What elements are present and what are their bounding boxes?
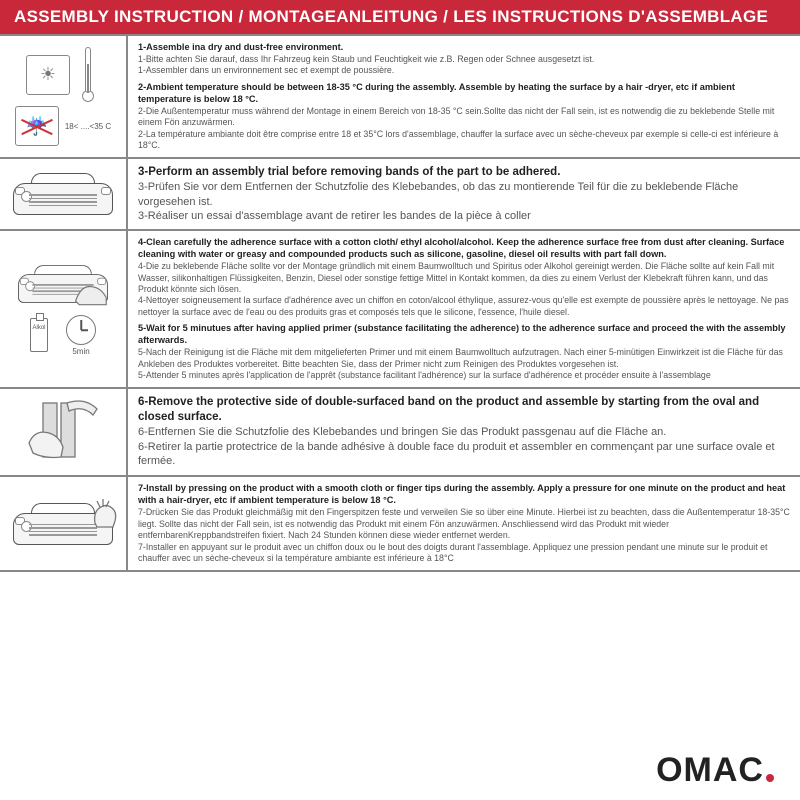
section-remove-text: 6-Remove the protective side of double-s…: [128, 389, 800, 475]
rain-crossed-icon: ☔: [15, 106, 59, 146]
thermometer-icon: [76, 47, 100, 102]
sun-icon: ☀: [26, 55, 70, 95]
clock-icon: [66, 315, 96, 345]
remove-tape-icon: [15, 393, 111, 471]
car-press-icon: [13, 503, 113, 545]
step5-de: 5-Nach der Reinigung ist die Fläche mit …: [138, 347, 790, 370]
step7-bold: 7-Install by pressing on the product wit…: [138, 483, 790, 507]
step4-bold: 4-Clean carefully the adherence surface …: [138, 237, 790, 261]
logo-dot-icon: [766, 774, 774, 782]
illus-car-press: [0, 477, 128, 570]
hand-cloth-icon: [70, 276, 113, 308]
header-title: ASSEMBLY INSTRUCTION / MONTAGEANLEITUNG …: [0, 0, 800, 34]
section-remove: 6-Remove the protective side of double-s…: [0, 389, 800, 477]
step2-de: 2-Die Außentemperatur muss während der M…: [138, 106, 790, 129]
step2-fr: 2-La température ambiante doit être comp…: [138, 129, 790, 152]
step1-bold: 1-Assemble ina dry and dust-free environ…: [138, 42, 790, 54]
illus-environment: ☀ ☔ 18< ....<35 C: [0, 36, 128, 157]
illus-car-front: [0, 159, 128, 229]
footer: OMAC: [0, 745, 800, 800]
car-front-icon: [13, 173, 113, 215]
step5-fr: 5-Attender 5 minutes après l'application…: [138, 370, 790, 381]
press-hand-icon: [83, 493, 123, 538]
step3-bold: 3-Perform an assembly trial before remov…: [138, 165, 790, 180]
alcohol-bottle-icon: Alkol: [30, 318, 48, 352]
step4-fr: 4-Nettoyer soigneusement la surface d'ad…: [138, 295, 790, 318]
step1-de: 1-Bitte achten Sie darauf, dass Ihr Fahr…: [138, 54, 790, 65]
section-install: 7-Install by pressing on the product wit…: [0, 477, 800, 572]
step3-de: 3-Prüfen Sie vor dem Entfernen der Schut…: [138, 180, 790, 209]
section-trial-text: 3-Perform an assembly trial before remov…: [128, 159, 800, 229]
step7-de: 7-Drücken Sie das Produkt gleichmäßig mi…: [138, 507, 790, 541]
step6-de: 6-Entfernen Sie die Schutzfolie des Kleb…: [138, 425, 790, 439]
logo-text: OMAC: [656, 751, 764, 790]
step5-bold: 5-Wait for 5 minutues after having appli…: [138, 323, 790, 347]
step3-fr: 3-Réaliser un essai d'assemblage avant d…: [138, 209, 790, 223]
car-clean-icon: [18, 265, 108, 303]
section-clean-text: 4-Clean carefully the adherence surface …: [128, 231, 800, 387]
section-environment: ☀ ☔ 18< ....<35 C 1-Assemble ina dry and…: [0, 36, 800, 159]
section-environment-text: 1-Assemble ina dry and dust-free environ…: [128, 36, 800, 157]
section-trial: 3-Perform an assembly trial before remov…: [0, 159, 800, 231]
step6-bold: 6-Remove the protective side of double-s…: [138, 395, 790, 425]
step4-de: 4-Die zu beklebende Fläche sollte vor de…: [138, 261, 790, 295]
step7-fr: 7-Installer en appuyant sur le produit a…: [138, 542, 790, 565]
section-clean: Alkol 5min 4-Clean carefully the adheren…: [0, 231, 800, 389]
step6-fr: 6-Retirer la partie protectrice de la ba…: [138, 440, 790, 469]
thermometer-label: 18< ....<35 C: [65, 122, 111, 131]
illus-remove-tape: [0, 389, 128, 475]
illus-clean: Alkol 5min: [0, 231, 128, 387]
step2-bold: 2-Ambient temperature should be between …: [138, 82, 790, 106]
clock-label: 5min: [72, 347, 89, 356]
section-install-text: 7-Install by pressing on the product wit…: [128, 477, 800, 570]
logo: OMAC: [656, 751, 774, 790]
sections-container: ☀ ☔ 18< ....<35 C 1-Assemble ina dry and…: [0, 34, 800, 745]
step1-fr: 1-Assembler dans un environnement sec et…: [138, 65, 790, 76]
